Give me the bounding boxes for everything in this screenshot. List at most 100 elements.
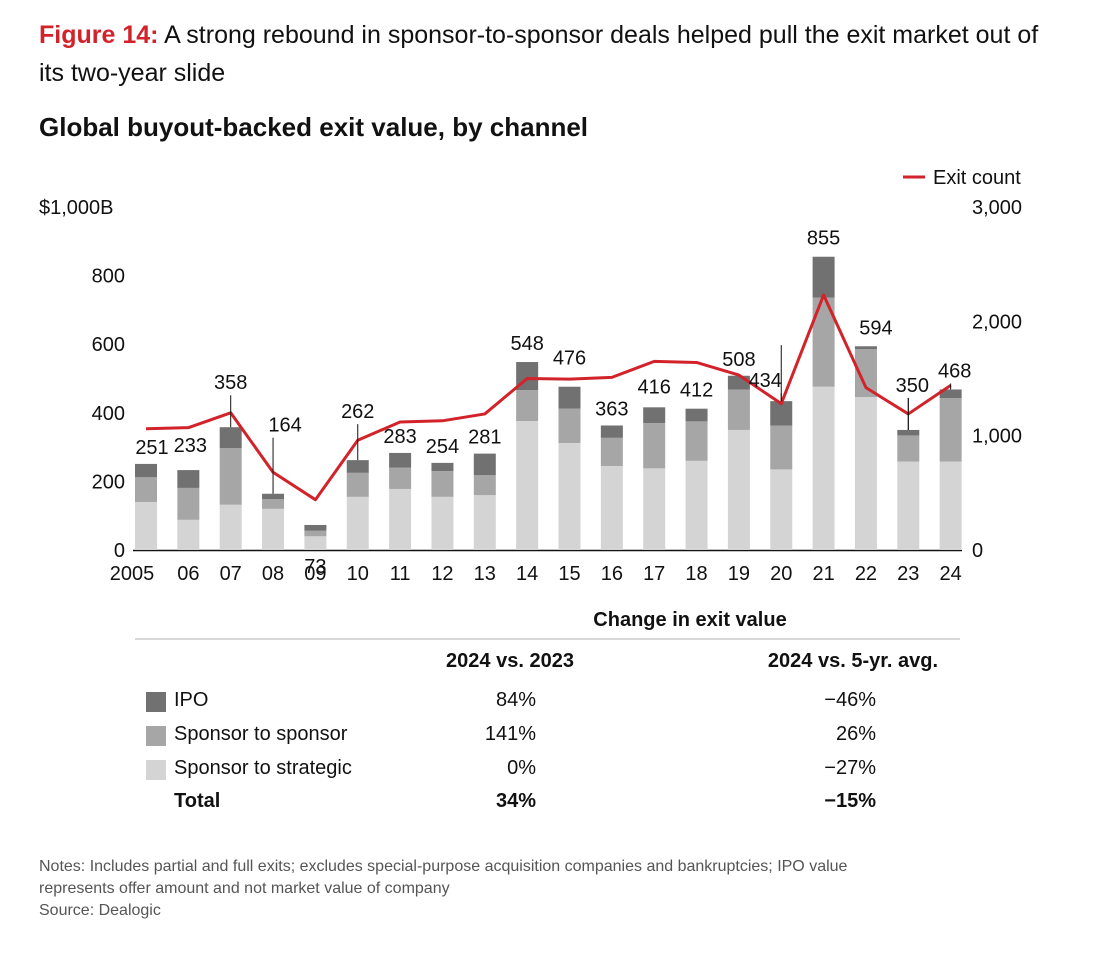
change-table: Change in exit value 2024 vs. 2023 2024 …: [0, 600, 1096, 830]
figure-number: Figure 14:: [39, 21, 159, 49]
column-header-vs-2023: 2024 vs. 2023: [446, 650, 574, 672]
bar-segment-sponsor-to-sponsor: [262, 499, 285, 509]
bar-total-label: 281: [468, 427, 501, 449]
x-tick-label: 10: [347, 563, 369, 585]
bar-segment-sponsor-to-sponsor: [389, 467, 412, 489]
x-tick-label: 20: [770, 563, 792, 585]
table-divider: [135, 638, 960, 640]
bar-segment-ipo: [770, 401, 793, 426]
bar-total-label: 468: [938, 360, 971, 382]
bar-segment-ipo: [431, 462, 454, 472]
value-vs-2023: 84%: [495, 689, 536, 711]
bar-segment-ipo: [897, 429, 920, 436]
x-tick-label: 24: [940, 563, 962, 585]
bar-segment-sponsor-to-sponsor: [304, 530, 327, 537]
bar-total-label: 73: [304, 556, 326, 578]
row-label: IPO: [174, 689, 209, 711]
y-left-tick-label: 200: [92, 471, 125, 493]
ipo-swatch: [146, 692, 166, 712]
x-tick-label: 19: [728, 563, 750, 585]
bar-segment-sponsor-to-sponsor: [431, 471, 454, 497]
bar-total-label: 508: [722, 349, 755, 371]
x-tick-label: 06: [177, 563, 199, 585]
x-tick-label: 21: [812, 563, 834, 585]
y-left-tick-label: 600: [92, 334, 125, 356]
bar-segment-sponsor-to-sponsor: [812, 297, 835, 387]
notes-line-2: represents offer amount and not market v…: [39, 880, 450, 897]
x-tick-label: 13: [474, 563, 496, 585]
x-tick-label: 09: [304, 563, 326, 585]
bar-total-label: 350: [896, 375, 929, 397]
exit-value-chart: 0 200 400 600 800 $1,000B 0 1,000 2,000 3,000 2005…: [39, 167, 1022, 585]
y-left-tick-label: 400: [92, 403, 125, 425]
exit-count-line: [145, 293, 952, 502]
bar-segment-sponsor-to-sponsor: [939, 398, 962, 462]
bar-segment-sponsor-to-strategic: [854, 397, 877, 550]
bar-segment-ipo: [600, 425, 623, 438]
bar-segment-ipo: [854, 346, 877, 350]
source-line: Source: Dealogic: [39, 902, 161, 919]
bar-segment-sponsor-to-sponsor: [685, 421, 708, 461]
bar-segment-sponsor-to-strategic: [304, 536, 327, 550]
bar-segment-sponsor-to-strategic: [558, 442, 581, 550]
bar-segment-ipo: [389, 452, 412, 468]
y-left-tick-label: $1,000B: [39, 197, 114, 219]
bar-segment-sponsor-to-strategic: [897, 461, 920, 550]
notes-line-1: Notes: Includes partial and full exits; …: [39, 858, 848, 875]
bar-segment-sponsor-to-sponsor: [177, 487, 200, 520]
bar-total-label: 358: [214, 372, 247, 394]
bar-segment-ipo: [304, 524, 327, 531]
x-tick-label: 15: [558, 563, 580, 585]
bar-total-label: 434: [749, 370, 782, 392]
x-tick-label: 2005: [110, 563, 155, 585]
notes: Notes: Includes partial and full exits; …: [39, 856, 1059, 922]
bar-segment-sponsor-to-sponsor: [897, 435, 920, 462]
bar-segment-sponsor-to-sponsor: [727, 389, 750, 430]
y-right-tick-label: 2,000: [972, 311, 1022, 333]
bar-segment-ipo: [473, 453, 496, 476]
bar-total-label: 412: [680, 380, 713, 402]
bar-segment-sponsor-to-strategic: [135, 501, 157, 550]
x-tick-label: 16: [601, 563, 623, 585]
x-tick-label: 12: [431, 563, 453, 585]
bar-total-label: 476: [553, 348, 586, 370]
bar-segment-sponsor-to-sponsor: [516, 390, 539, 422]
x-tick-label: 08: [262, 563, 284, 585]
row-label: Sponsor to strategic: [174, 757, 352, 779]
bar-segment-sponsor-to-strategic: [685, 460, 708, 550]
bar-segment-sponsor-to-strategic: [770, 469, 793, 550]
bar-total-label: 262: [341, 401, 374, 423]
change-table-header: Change in exit value: [593, 609, 787, 631]
bar-segment-sponsor-to-sponsor: [643, 423, 666, 469]
bar-total-label: 855: [807, 228, 840, 250]
bar-segment-sponsor-to-sponsor: [135, 477, 157, 502]
y-right-tick-label: 1,000: [972, 426, 1022, 448]
bar-segment-sponsor-to-sponsor: [219, 448, 242, 505]
bar-total-label: 164: [268, 415, 301, 437]
bar-total-label: 233: [174, 435, 207, 457]
table-row-ipo: IPO 84% −46%: [0, 689, 1096, 719]
y-right-tick-label: 0: [972, 540, 983, 562]
bar-segment-sponsor-to-strategic: [812, 386, 835, 550]
bar-segment-sponsor-to-sponsor: [558, 408, 581, 443]
value-vs-5yr-avg: −46%: [824, 689, 876, 711]
bar-segment-sponsor-to-strategic: [600, 465, 623, 550]
y-left-tick-label: 800: [92, 266, 125, 288]
bar-segment-ipo: [219, 427, 242, 449]
bar-segment-sponsor-to-strategic: [346, 496, 369, 550]
figure-title-text: A strong rebound in sponsor-to-sponsor d…: [39, 21, 1039, 87]
bar-segment-ipo: [939, 389, 962, 399]
chart-title: Global buyout-backed exit value, by chan…: [39, 112, 589, 142]
x-tick-label: 22: [855, 563, 877, 585]
bar-segment-ipo: [262, 493, 285, 500]
x-tick-label: 18: [685, 563, 707, 585]
x-tick-label: 17: [643, 563, 665, 585]
bar-segment-sponsor-to-strategic: [939, 461, 962, 550]
value-vs-2023: 34%: [495, 790, 536, 812]
bar-segment-sponsor-to-sponsor: [473, 475, 496, 496]
column-header-vs-5yr-avg: 2024 vs. 5-yr. avg.: [767, 650, 939, 672]
value-vs-2023: 141%: [484, 723, 536, 745]
y-left-tick-label: 0: [114, 540, 125, 562]
bar-segment-ipo: [685, 408, 708, 422]
bar-segment-ipo: [727, 375, 750, 390]
